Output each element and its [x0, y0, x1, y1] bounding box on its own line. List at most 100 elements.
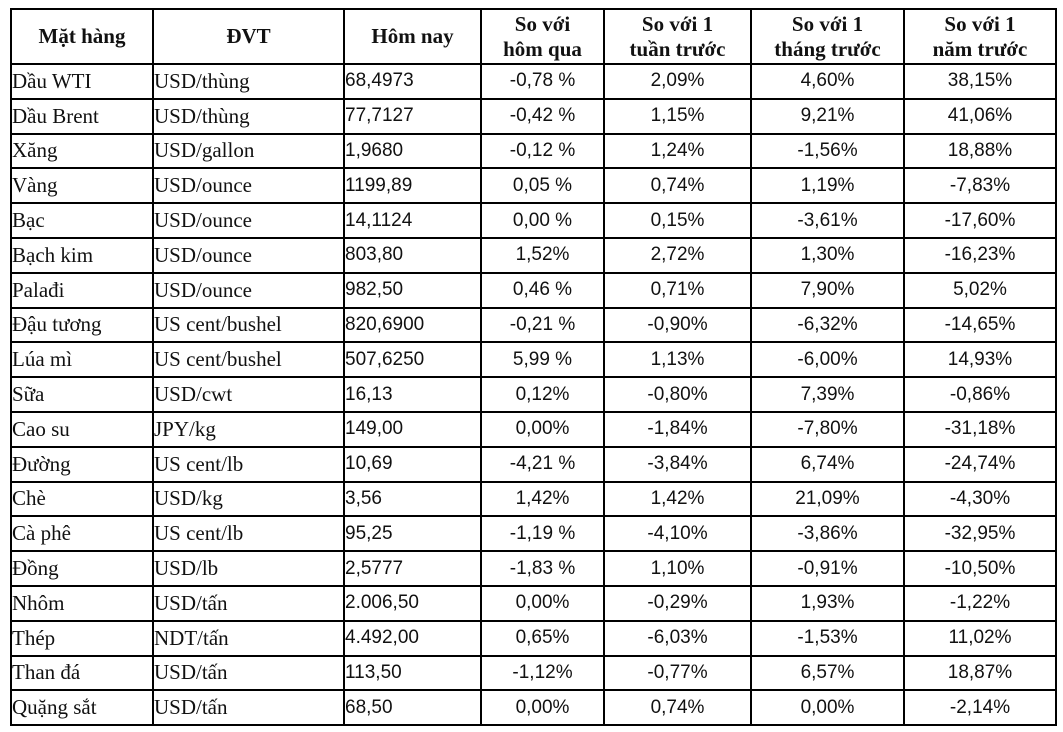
table-row: Bạc USD/ounce 14,1124 0,00 % 0,15% -3,61% -17,…	[10, 202, 1057, 239]
unit-cell: USD/cwt	[152, 376, 345, 413]
commodity-cell: Cao su	[10, 410, 154, 448]
vs-month-cell: 6,57%	[750, 654, 905, 692]
today-cell: 16,13	[343, 376, 482, 413]
vs-week-cell: -0,80%	[603, 376, 752, 413]
vs-week-cell: -0,29%	[603, 584, 752, 622]
unit-cell: USD/ounce	[152, 202, 345, 239]
commodity-cell: Dầu WTI	[10, 63, 154, 100]
unit-cell: USD/thùng	[152, 97, 345, 135]
vs-year-cell: 5,02%	[903, 271, 1057, 309]
today-cell: 820,6900	[343, 306, 482, 344]
table-row: Dầu Brent USD/thùng 77,7127 -0,42 % 1,15% 9,2…	[10, 97, 1057, 135]
vs-year-cell: -2,14%	[903, 689, 1057, 727]
vs-week-cell: 0,74%	[603, 167, 752, 205]
today-cell: 803,80	[343, 236, 482, 274]
vs-year-cell: -1,22%	[903, 584, 1057, 622]
vs-year-cell: -7,83%	[903, 167, 1057, 205]
commodity-cell: Than đá	[10, 654, 154, 692]
vs-year-cell: -31,18%	[903, 410, 1057, 448]
vs-week-cell: -0,90%	[603, 306, 752, 344]
vs-week-cell: 1,13%	[603, 341, 752, 379]
commodity-cell: Lúa mì	[10, 341, 154, 379]
vs-month-cell: 7,90%	[750, 271, 905, 309]
vs-month-cell: 1,30%	[750, 236, 905, 274]
today-cell: 3,56	[343, 480, 482, 518]
commodity-cell: Palađi	[10, 271, 154, 309]
vs-yesterday-cell: -0,78 %	[480, 63, 605, 100]
commodity-price-table: Mặt hàng ĐVT Hôm nay So với hôm qua So với 1…	[10, 8, 1057, 727]
vs-yesterday-cell: 0,05 %	[480, 167, 605, 205]
commodity-cell: Xăng	[10, 132, 154, 170]
unit-cell: USD/ounce	[152, 167, 345, 205]
column-header-unit: ĐVT	[152, 8, 345, 65]
unit-cell: USD/tấn	[152, 654, 345, 692]
vs-year-cell: 11,02%	[903, 619, 1057, 657]
today-cell: 149,00	[343, 410, 482, 448]
unit-cell: US cent/bushel	[152, 306, 345, 344]
vs-week-cell: -4,10%	[603, 515, 752, 553]
unit-cell: USD/tấn	[152, 689, 345, 727]
today-cell: 507,6250	[343, 341, 482, 379]
today-cell: 2.006,50	[343, 584, 482, 622]
table-head: Mặt hàng ĐVT Hôm nay So với hôm qua So với 1…	[10, 8, 1057, 65]
column-header-today: Hôm nay	[343, 8, 482, 65]
vs-month-cell: -3,61%	[750, 202, 905, 239]
vs-week-cell: -6,03%	[603, 619, 752, 657]
table-row: Palađi USD/ounce 982,50 0,46 % 0,71% 7,90% 5,0…	[10, 271, 1057, 309]
vs-year-cell: -14,65%	[903, 306, 1057, 344]
table-row: Cao su JPY/kg 149,00 0,00% -1,84% -7,80% -31,1…	[10, 410, 1057, 448]
table-row: Chè USD/kg 3,56 1,42% 1,42% 21,09% -4,30%	[10, 480, 1057, 518]
vs-year-cell: -16,23%	[903, 236, 1057, 274]
unit-cell: USD/ounce	[152, 236, 345, 274]
commodity-cell: Đường	[10, 445, 154, 483]
unit-cell: USD/tấn	[152, 584, 345, 622]
vs-year-cell: 18,88%	[903, 132, 1057, 170]
today-cell: 1199,89	[343, 167, 482, 205]
vs-week-cell: 1,10%	[603, 550, 752, 587]
today-cell: 113,50	[343, 654, 482, 692]
vs-year-cell: 14,93%	[903, 341, 1057, 379]
vs-yesterday-cell: -4,21 %	[480, 445, 605, 483]
vs-week-cell: 0,71%	[603, 271, 752, 309]
today-cell: 10,69	[343, 445, 482, 483]
vs-yesterday-cell: 1,52%	[480, 236, 605, 274]
commodity-cell: Sữa	[10, 376, 154, 413]
today-cell: 77,7127	[343, 97, 482, 135]
vs-month-cell: 0,00%	[750, 689, 905, 727]
vs-month-cell: -1,56%	[750, 132, 905, 170]
table-body: Dầu WTI USD/thùng 68,4973 -0,78 % 2,09% 4,60%…	[10, 63, 1057, 727]
column-header-vs-year: So với 1 năm trước	[903, 8, 1057, 65]
commodity-cell: Cà phê	[10, 515, 154, 553]
today-cell: 4.492,00	[343, 619, 482, 657]
vs-month-cell: -1,53%	[750, 619, 905, 657]
vs-yesterday-cell: 0,00%	[480, 410, 605, 448]
vs-month-cell: -0,91%	[750, 550, 905, 587]
vs-month-cell: 1,93%	[750, 584, 905, 622]
today-cell: 68,4973	[343, 63, 482, 100]
today-cell: 1,9680	[343, 132, 482, 170]
table-row: Quặng sắt USD/tấn 68,50 0,00% 0,74% 0,00% -2,1…	[10, 689, 1057, 727]
vs-yesterday-cell: 0,00%	[480, 689, 605, 727]
commodity-cell: Chè	[10, 480, 154, 518]
vs-year-cell: 41,06%	[903, 97, 1057, 135]
vs-year-cell: 38,15%	[903, 63, 1057, 100]
vs-yesterday-cell: 0,46 %	[480, 271, 605, 309]
table-row: Sữa USD/cwt 16,13 0,12% -0,80% 7,39% -0,86%	[10, 376, 1057, 413]
vs-yesterday-cell: -0,21 %	[480, 306, 605, 344]
header-row: Mặt hàng ĐVT Hôm nay So với hôm qua So với 1…	[10, 8, 1057, 65]
vs-yesterday-cell: 0,00%	[480, 584, 605, 622]
today-cell: 2,5777	[343, 550, 482, 587]
vs-yesterday-cell: -1,83 %	[480, 550, 605, 587]
unit-cell: US cent/bushel	[152, 341, 345, 379]
vs-week-cell: 0,15%	[603, 202, 752, 239]
vs-yesterday-cell: -0,12 %	[480, 132, 605, 170]
commodity-cell: Bạc	[10, 202, 154, 239]
vs-week-cell: -3,84%	[603, 445, 752, 483]
vs-month-cell: 21,09%	[750, 480, 905, 518]
unit-cell: USD/kg	[152, 480, 345, 518]
commodity-cell: Đồng	[10, 550, 154, 587]
vs-week-cell: 1,15%	[603, 97, 752, 135]
table-row: Lúa mì US cent/bushel 507,6250 5,99 % 1,13% -…	[10, 341, 1057, 379]
vs-month-cell: -3,86%	[750, 515, 905, 553]
